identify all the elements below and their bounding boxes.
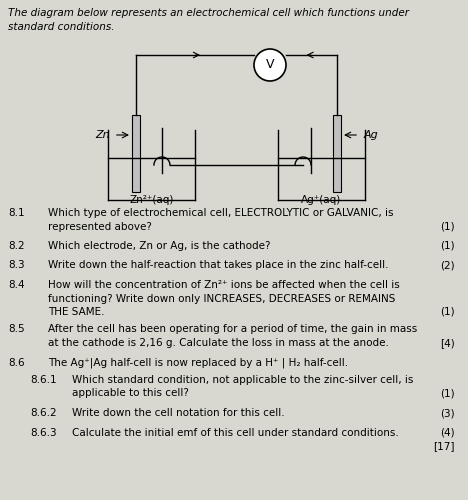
Text: 8.4: 8.4: [8, 280, 25, 290]
Text: V: V: [266, 58, 274, 71]
Text: After the cell has been operating for a period of time, the gain in mass: After the cell has been operating for a …: [48, 324, 417, 334]
Text: Write down the half-reaction that takes place in the zinc half-cell.: Write down the half-reaction that takes …: [48, 260, 388, 270]
Text: Zn: Zn: [95, 130, 110, 140]
Text: Which electrode, Zn or Ag, is the cathode?: Which electrode, Zn or Ag, is the cathod…: [48, 241, 271, 251]
Text: (3): (3): [440, 408, 455, 418]
Text: (1): (1): [440, 388, 455, 398]
Text: 8.6.1: 8.6.1: [30, 375, 57, 385]
Circle shape: [254, 49, 286, 81]
Text: standard conditions.: standard conditions.: [8, 22, 115, 32]
Text: Calculate the initial emf of this cell under standard conditions.: Calculate the initial emf of this cell u…: [72, 428, 399, 438]
Text: (2): (2): [440, 260, 455, 270]
Text: [17]: [17]: [433, 441, 455, 451]
Text: 8.3: 8.3: [8, 260, 25, 270]
Text: How will the concentration of Zn²⁺ ions be affected when the cell is: How will the concentration of Zn²⁺ ions …: [48, 280, 400, 290]
Text: applicable to this cell?: applicable to this cell?: [72, 388, 189, 398]
Text: Ag: Ag: [363, 130, 378, 140]
Text: Ag⁺(aq): Ag⁺(aq): [301, 195, 342, 205]
Text: Which type of electrochemical cell, ELECTROLYTIC or GALVANIC, is: Which type of electrochemical cell, ELEC…: [48, 208, 394, 218]
Text: Which standard condition, not applicable to the zinc-silver cell, is: Which standard condition, not applicable…: [72, 375, 413, 385]
Text: The diagram below represents an electrochemical cell which functions under: The diagram below represents an electroc…: [8, 8, 409, 18]
Text: 8.5: 8.5: [8, 324, 25, 334]
Text: 8.6: 8.6: [8, 358, 25, 368]
Text: (4): (4): [440, 428, 455, 438]
Text: 8.2: 8.2: [8, 241, 25, 251]
Text: [4): [4): [440, 338, 455, 348]
Text: THE SAME.: THE SAME.: [48, 307, 104, 317]
Text: represented above?: represented above?: [48, 222, 152, 232]
Bar: [333, 115, 341, 192]
Text: at the cathode is 2,16 g. Calculate the loss in mass at the anode.: at the cathode is 2,16 g. Calculate the …: [48, 338, 389, 348]
Text: The Ag⁺|Ag half-cell is now replaced by a H⁺ | H₂ half-cell.: The Ag⁺|Ag half-cell is now replaced by …: [48, 358, 348, 368]
Text: 8.1: 8.1: [8, 208, 25, 218]
Text: Zn²⁺(aq): Zn²⁺(aq): [129, 195, 174, 205]
Text: functioning? Write down only INCREASES, DECREASES or REMAINS: functioning? Write down only INCREASES, …: [48, 294, 395, 304]
Text: (1): (1): [440, 307, 455, 317]
Text: 8.6.3: 8.6.3: [30, 428, 57, 438]
Text: Write down the cell notation for this cell.: Write down the cell notation for this ce…: [72, 408, 285, 418]
Text: (1): (1): [440, 241, 455, 251]
Bar: [132, 115, 140, 192]
Text: 8.6.2: 8.6.2: [30, 408, 57, 418]
Text: (1): (1): [440, 222, 455, 232]
